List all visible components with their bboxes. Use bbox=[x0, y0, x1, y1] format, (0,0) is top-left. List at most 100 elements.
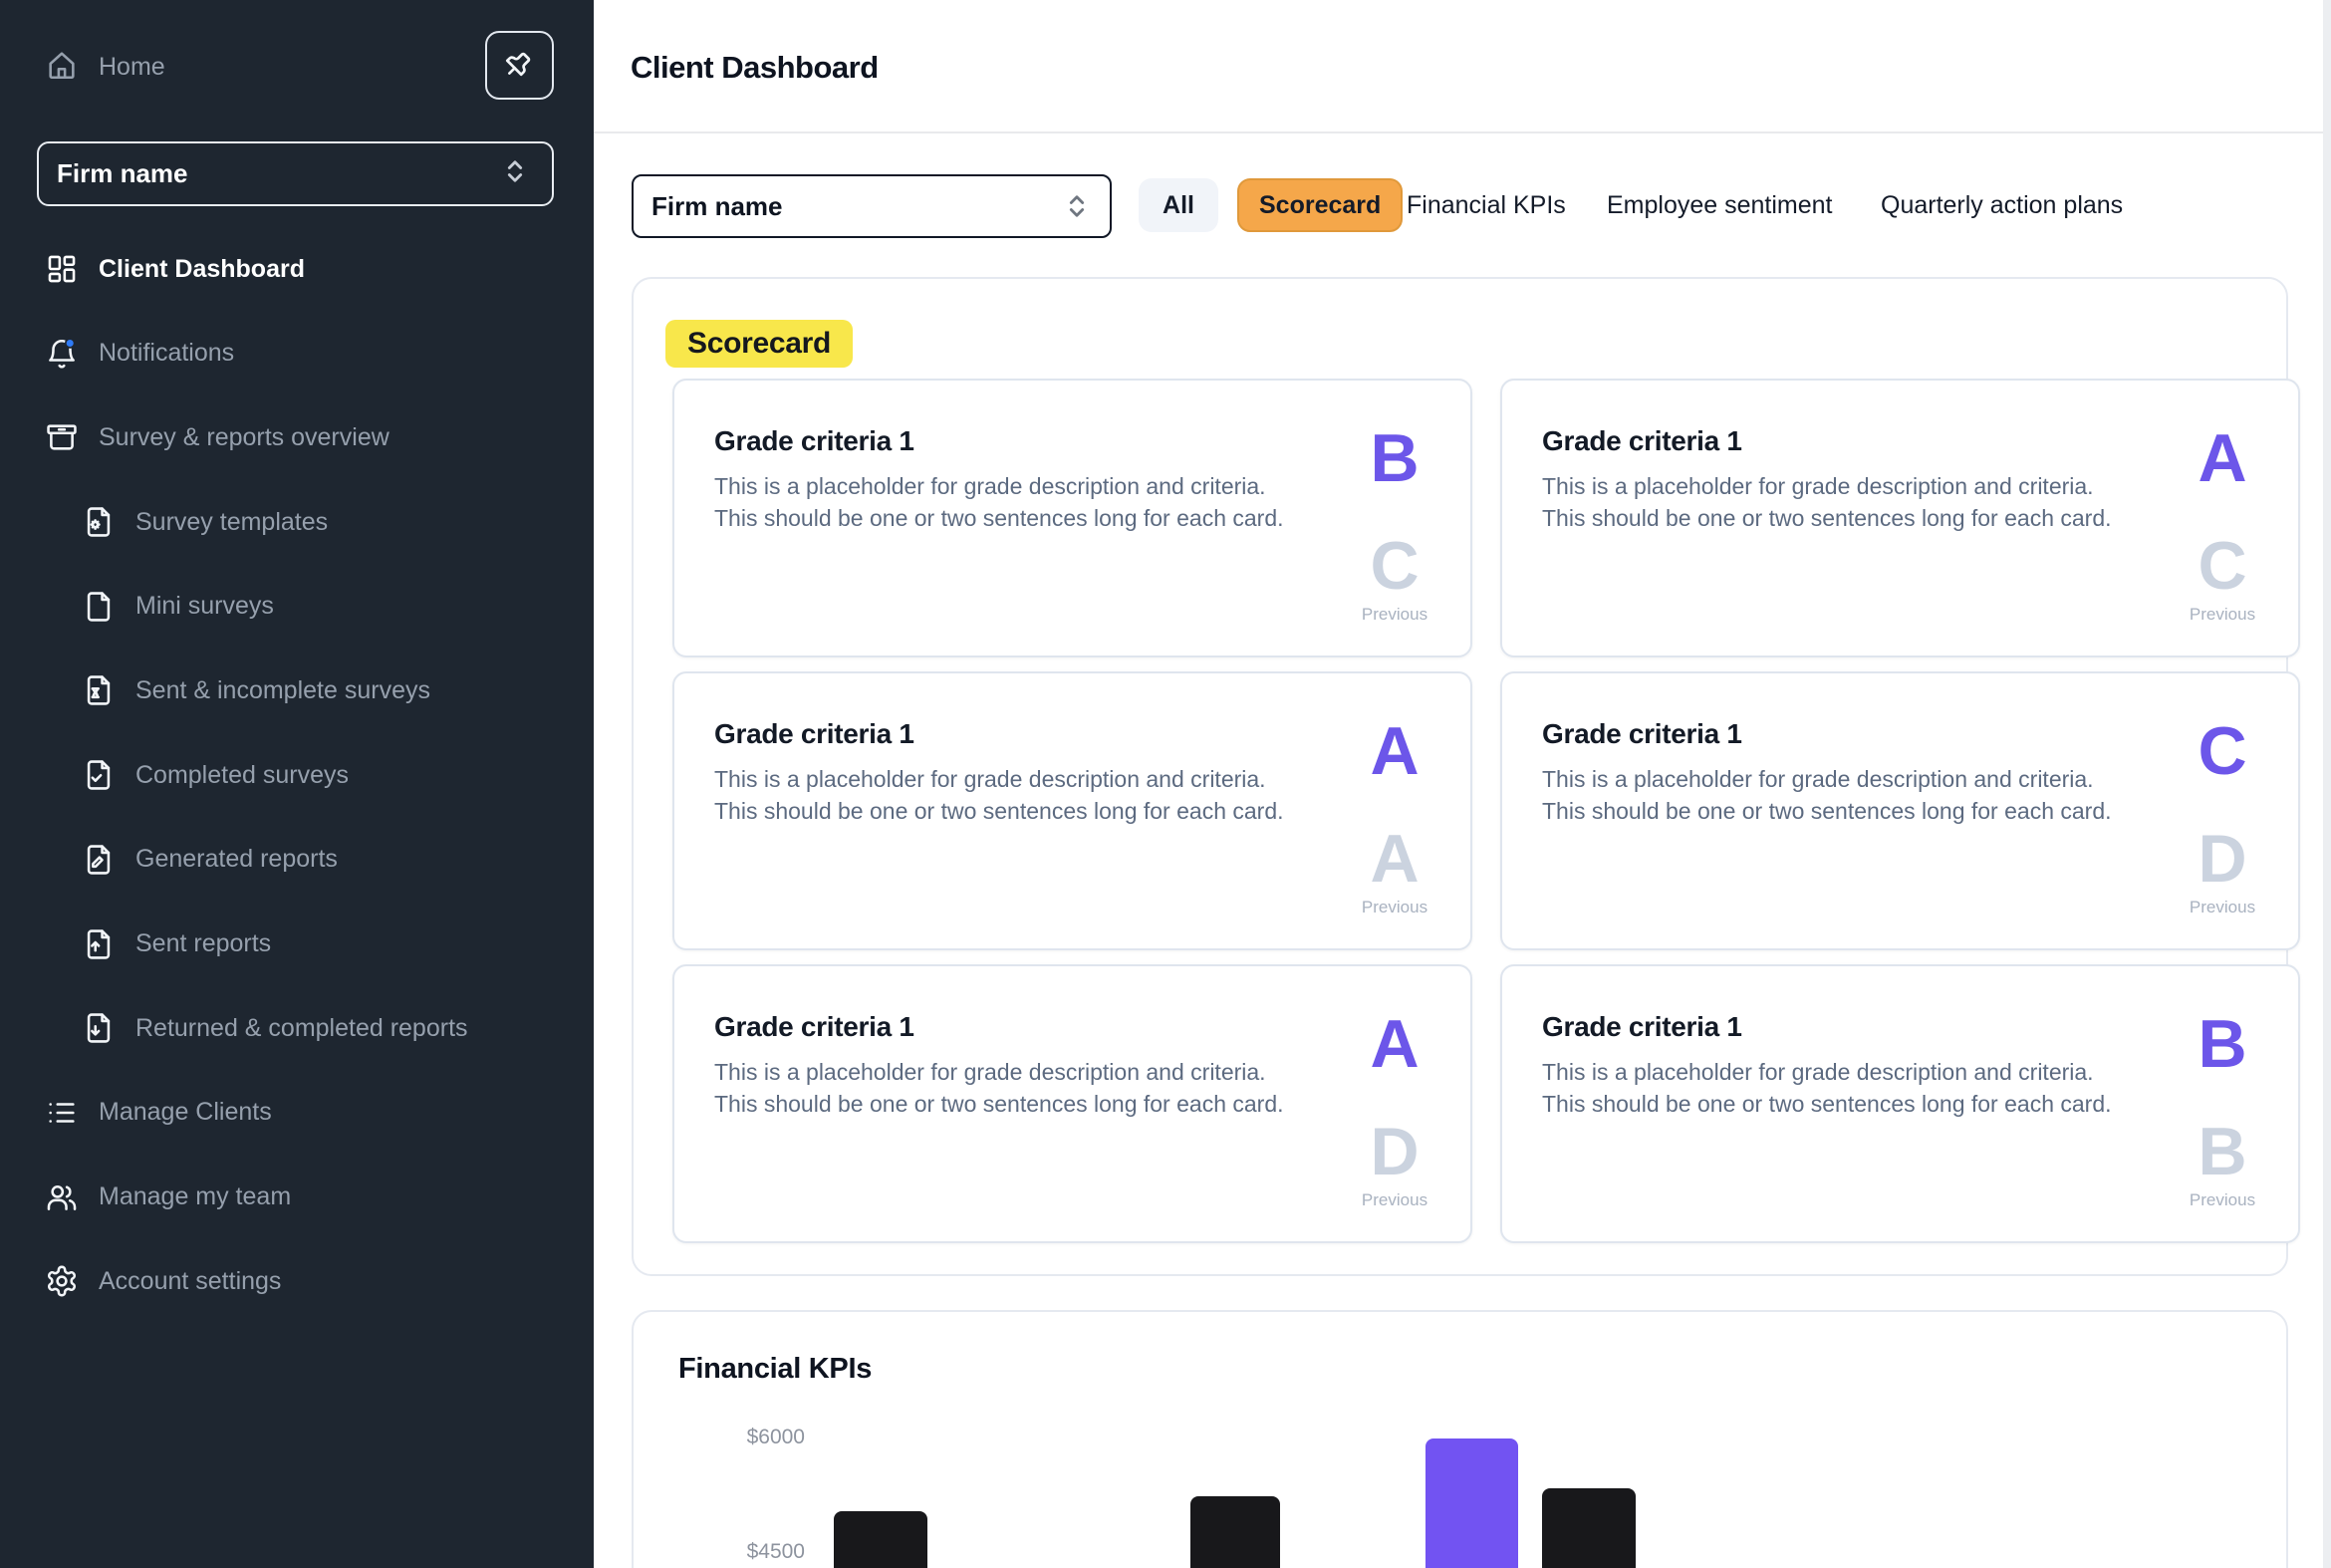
scorecard-section: Scorecard Grade criteria 1 This is a pla… bbox=[632, 277, 2300, 1276]
sidebar-item-sent-reports[interactable]: Sent reports bbox=[0, 920, 594, 968]
sidebar-item-home[interactable]: Home bbox=[45, 43, 165, 91]
page-title: Client Dashboard bbox=[631, 50, 879, 85]
sidebar-item-label: Notifications bbox=[99, 339, 235, 368]
sidebar-item-survey-templates[interactable]: Survey templates bbox=[0, 498, 594, 546]
sidebar-firm-select[interactable]: Firm name bbox=[37, 141, 554, 206]
previous-grade: C bbox=[1370, 528, 1420, 604]
sidebar-item-label: Account settings bbox=[99, 1266, 282, 1295]
grade-card-description: This is a placeholder for grade descript… bbox=[714, 473, 1284, 531]
sidebar-item-label: Manage my team bbox=[99, 1182, 292, 1211]
file-pencil-icon bbox=[82, 843, 116, 877]
scorecard-section-label: Scorecard bbox=[665, 320, 854, 368]
grade-card: Grade criteria 1 This is a placeholder f… bbox=[672, 671, 1472, 950]
sidebar-item-label: Client Dashboard bbox=[99, 254, 305, 283]
sidebar-nav: Client Dashboard Notifications bbox=[0, 245, 594, 1305]
list-icon bbox=[45, 1096, 79, 1130]
previous-grade: D bbox=[1370, 1114, 1420, 1189]
pin-sidebar-button[interactable] bbox=[485, 31, 554, 100]
file-arrow-up-icon bbox=[82, 927, 116, 961]
grade-card-description: This is a placeholder for grade descript… bbox=[714, 766, 1284, 824]
sidebar-item-client-dashboard[interactable]: Client Dashboard bbox=[0, 245, 594, 293]
grade-card-description: This is a placeholder for grade descript… bbox=[1542, 1059, 2112, 1117]
sidebar-item-notifications[interactable]: Notifications bbox=[0, 330, 594, 378]
sidebar-item-sent-incomplete-surveys[interactable]: Sent & incomplete surveys bbox=[0, 666, 594, 714]
sidebar-item-manage-clients[interactable]: Manage Clients bbox=[0, 1089, 594, 1137]
filter-financial-kpis[interactable]: Financial KPIs bbox=[1407, 190, 1566, 219]
previous-label: Previous bbox=[2189, 605, 2256, 624]
chevron-up-down-icon bbox=[498, 154, 532, 193]
sidebar-item-label: Sent & incomplete surveys bbox=[135, 675, 430, 704]
grade-card: Grade criteria 1 This is a placeholder f… bbox=[1500, 379, 2300, 657]
filter-scorecard[interactable]: Scorecard bbox=[1237, 178, 1404, 232]
financial-kpis-title: Financial KPIs bbox=[678, 1353, 873, 1385]
grade-card: Grade criteria 1 This is a placeholder f… bbox=[1500, 671, 2300, 950]
current-grade: A bbox=[1370, 713, 1420, 789]
y-axis-tick-4500: $4500 bbox=[746, 1540, 805, 1563]
main-header: Client Dashboard bbox=[594, 0, 2331, 133]
firm-select[interactable]: Firm name bbox=[632, 174, 1112, 238]
grade-column: C D Previous bbox=[2147, 673, 2298, 948]
current-grade: B bbox=[2198, 1006, 2247, 1082]
bar-3-highlighted bbox=[1425, 1438, 1518, 1568]
sidebar-item-account-settings[interactable]: Account settings bbox=[0, 1257, 594, 1305]
previous-label: Previous bbox=[1361, 1190, 1428, 1209]
file-hourglass-icon bbox=[82, 673, 116, 707]
chevron-up-down-icon bbox=[1060, 189, 1094, 223]
file-check-icon bbox=[82, 758, 116, 792]
file-gear-icon bbox=[82, 505, 116, 539]
bar-1 bbox=[834, 1510, 927, 1568]
current-grade: B bbox=[1370, 420, 1420, 496]
grade-card: Grade criteria 1 This is a placeholder f… bbox=[672, 379, 1472, 657]
sidebar-item-label: Returned & completed reports bbox=[135, 1013, 468, 1042]
grade-card-title: Grade criteria 1 bbox=[1542, 425, 1742, 456]
grade-card: Grade criteria 1 This is a placeholder f… bbox=[672, 964, 1472, 1243]
previous-label: Previous bbox=[2189, 1190, 2256, 1209]
sidebar-item-survey-reports-overview[interactable]: Survey & reports overview bbox=[0, 413, 594, 461]
previous-label: Previous bbox=[2189, 898, 2256, 916]
sidebar-firm-select-value: Firm name bbox=[57, 158, 188, 188]
previous-grade: D bbox=[2198, 821, 2247, 897]
gear-icon bbox=[45, 1264, 79, 1298]
sidebar-item-label: Sent reports bbox=[135, 929, 272, 957]
bar-2 bbox=[1190, 1495, 1280, 1568]
financial-kpis-section: Financial KPIs $6000 $4500 bbox=[632, 1310, 2288, 1568]
filter-employee-sentiment[interactable]: Employee sentiment bbox=[1607, 190, 1833, 219]
current-grade: A bbox=[1370, 1006, 1420, 1082]
grade-column: A D Previous bbox=[1319, 966, 1470, 1241]
bar-4 bbox=[1542, 1487, 1636, 1568]
grade-column: A A Previous bbox=[1319, 673, 1470, 948]
vertical-scrollbar[interactable] bbox=[2323, 0, 2331, 1568]
sidebar-item-label: Manage Clients bbox=[99, 1098, 272, 1127]
file-icon bbox=[82, 590, 116, 624]
sidebar-item-completed-surveys[interactable]: Completed surveys bbox=[0, 751, 594, 799]
sidebar-item-label: Mini surveys bbox=[135, 592, 274, 621]
archive-box-icon bbox=[45, 420, 79, 454]
y-axis-tick-6000: $6000 bbox=[746, 1426, 805, 1448]
grade-card-description: This is a placeholder for grade descript… bbox=[714, 1059, 1284, 1117]
sidebar-item-label: Survey templates bbox=[135, 507, 329, 536]
sidebar-item-mini-surveys[interactable]: Mini surveys bbox=[0, 583, 594, 631]
grade-card-description: This is a placeholder for grade descript… bbox=[1542, 766, 2112, 824]
sidebar-item-generated-reports[interactable]: Generated reports bbox=[0, 836, 594, 884]
grade-card-title: Grade criteria 1 bbox=[1542, 718, 1742, 749]
filter-quarterly-action-plans[interactable]: Quarterly action plans bbox=[1881, 190, 2124, 219]
sidebar-item-manage-my-team[interactable]: Manage my team bbox=[0, 1174, 594, 1221]
previous-label: Previous bbox=[1361, 898, 1428, 916]
previous-grade: A bbox=[1370, 821, 1420, 897]
sidebar-home-label: Home bbox=[99, 52, 165, 81]
grade-card-title: Grade criteria 1 bbox=[714, 425, 914, 456]
home-icon bbox=[45, 48, 79, 87]
users-icon bbox=[45, 1180, 79, 1214]
sidebar-item-returned-completed-reports[interactable]: Returned & completed reports bbox=[0, 1004, 594, 1052]
bell-icon bbox=[45, 337, 79, 371]
file-arrow-down-icon bbox=[82, 1011, 116, 1045]
current-grade: A bbox=[2198, 420, 2247, 496]
pin-icon bbox=[502, 45, 538, 86]
current-grade: C bbox=[2198, 713, 2247, 789]
previous-grade: B bbox=[2198, 1114, 2247, 1189]
filter-all[interactable]: All bbox=[1139, 178, 1218, 232]
grade-column: B C Previous bbox=[1319, 381, 1470, 655]
firm-select-value: Firm name bbox=[651, 190, 783, 221]
grade-card: Grade criteria 1 This is a placeholder f… bbox=[1500, 964, 2300, 1243]
